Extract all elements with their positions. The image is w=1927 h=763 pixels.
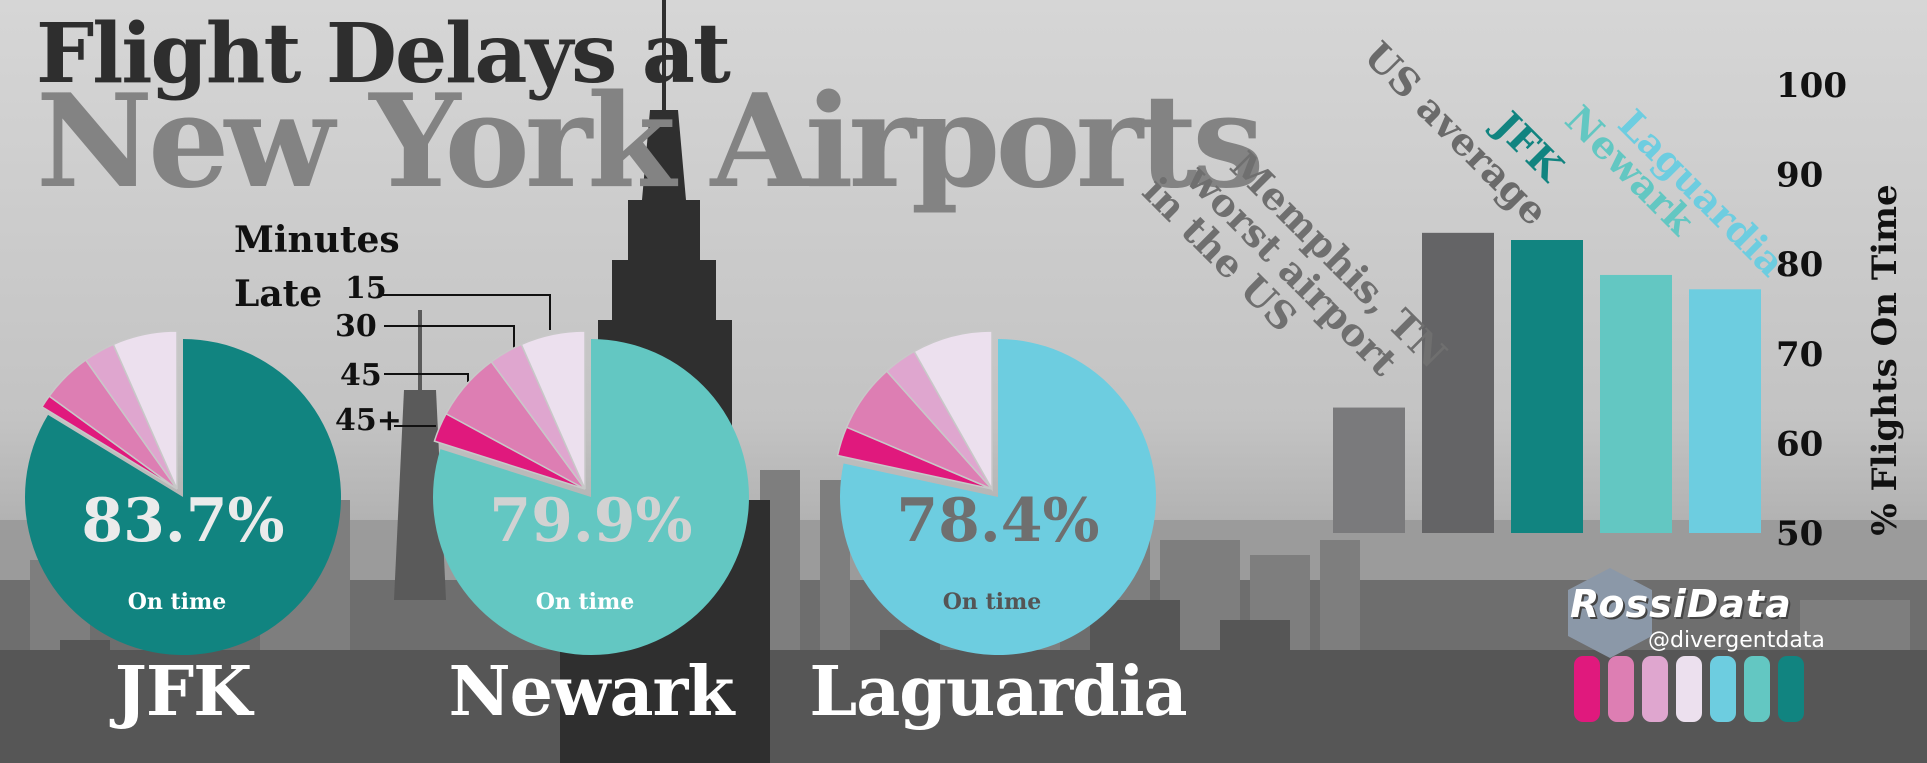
bar-us-average — [1422, 232, 1494, 533]
bar-memphis-tn-worst-airport-in-the-us — [1333, 407, 1405, 533]
pie-charts: 83.7% On time JFK 79.9% On time Newark 78.4% On… — [25, 330, 1188, 732]
on-time-bar-chart: 50 60 70 80 90 100 % Flights On Time Memphis, T… — [1134, 33, 1905, 554]
logo-swatch — [1608, 656, 1634, 722]
pie-slice-laguardia-on-time — [839, 339, 1157, 656]
bar-laguardia — [1689, 289, 1761, 533]
logo-handle: @divergentdata — [1648, 628, 1825, 653]
legend-label-30: 30 — [335, 309, 377, 344]
pie-slice-laguardia-15 — [913, 330, 993, 492]
y-tick-80: 80 — [1776, 245, 1823, 285]
y-tick-70: 70 — [1776, 335, 1823, 375]
title-line-2: New York Airports — [36, 67, 1264, 217]
pie-name-jfk: JFK — [110, 652, 255, 732]
legend-leader-30 — [384, 325, 515, 350]
pie-sublabel-laguardia: On time — [943, 589, 1042, 615]
logo-swatch — [1642, 656, 1668, 722]
delay-legend: Minutes Late 15 30 45 45+ — [234, 219, 551, 438]
y-tick-60: 60 — [1776, 424, 1823, 464]
legend-heading-minutes: Minutes — [234, 219, 400, 261]
y-tick-90: 90 — [1776, 156, 1823, 196]
logo-hexagon — [1568, 568, 1652, 658]
pie-jfk: 83.7% On time JFK — [25, 330, 342, 732]
legend-leader-15 — [382, 294, 551, 330]
pie-percent-laguardia: 78.4% — [896, 486, 1099, 556]
logo-swatch — [1744, 656, 1770, 722]
bar-newark — [1600, 274, 1672, 533]
rossidata-logo — [1568, 568, 1804, 722]
pie-slice-newark-on-time — [433, 339, 750, 655]
pie-slice-jfk-15 — [112, 330, 178, 490]
logo-name: RossiData — [1570, 582, 1792, 626]
logo-swatches — [1574, 656, 1804, 722]
title-line-1: Flight Delays at — [36, 6, 731, 102]
legend-heading-late: Late — [234, 273, 322, 315]
logo-swatch — [1676, 656, 1702, 722]
y-axis-label: % Flights On Time — [1865, 184, 1905, 535]
pie-slice-jfk-on-time — [25, 339, 342, 655]
logo-swatch — [1574, 656, 1600, 722]
pie-percent-newark: 79.9% — [489, 486, 692, 556]
legend-leader-45 — [384, 373, 469, 382]
pie-percent-jfk: 83.7% — [81, 486, 284, 556]
bar-jfk — [1511, 240, 1583, 533]
pie-laguardia: 78.4% On time Laguardia — [809, 330, 1188, 732]
bar-label-memphis-tn-worst-airport-in-the-us: Memphis, TNworst airportin the US — [1134, 111, 1456, 433]
legend-label-15: 15 — [345, 271, 387, 306]
pie-name-laguardia: Laguardia — [809, 652, 1186, 732]
y-tick-50: 50 — [1776, 514, 1823, 554]
logo-swatch — [1710, 656, 1736, 722]
pie-name-newark: Newark — [449, 652, 737, 732]
logo-swatch — [1778, 656, 1804, 722]
pie-sublabel-jfk: On time — [128, 589, 227, 615]
pie-slice-newark-15 — [520, 330, 586, 490]
pie-newark: 79.9% On time Newark — [433, 330, 750, 732]
legend-label-45: 45 — [340, 358, 382, 393]
legend-label-45-plus: 45+ — [335, 403, 402, 438]
pie-sublabel-newark: On time — [536, 589, 635, 615]
y-tick-100: 100 — [1776, 66, 1847, 106]
